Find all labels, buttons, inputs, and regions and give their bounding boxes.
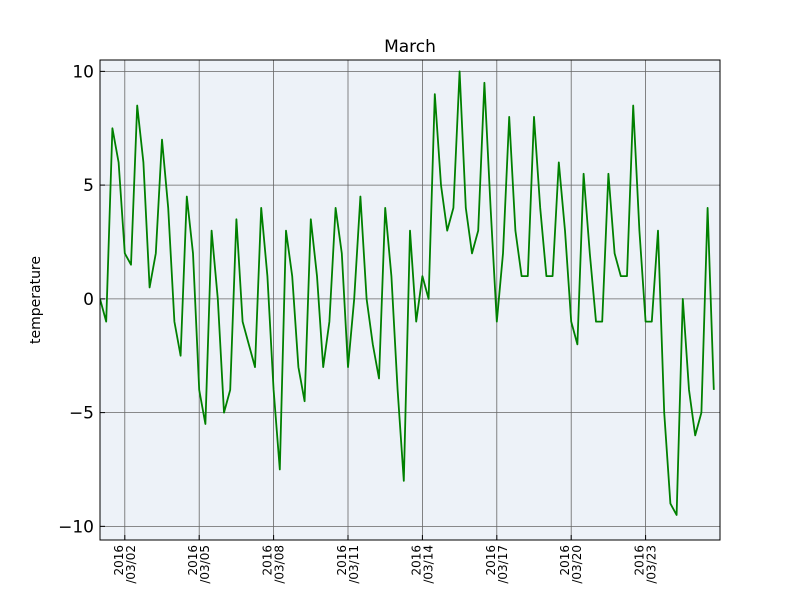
x-tick-label: 2016/03/23 <box>633 545 659 584</box>
y-tick-label: −5 <box>69 404 94 424</box>
x-tick-label: 2016/03/17 <box>484 545 510 584</box>
chart-title: March <box>384 37 436 57</box>
y-axis-label: temperature <box>28 256 44 344</box>
y-tick-label: 5 <box>83 176 94 196</box>
plot-background <box>100 60 720 540</box>
x-tick-label: 2016/03/20 <box>558 545 584 584</box>
series-line <box>100 70 715 516</box>
plot-frame <box>99 59 721 541</box>
x-tick-label: 2016/03/02 <box>112 545 138 584</box>
y-tick-label: −10 <box>58 517 94 537</box>
x-tick-label: 2016/03/14 <box>409 545 435 584</box>
x-tick-label: 2016/03/05 <box>186 545 212 584</box>
x-tick-label: 2016/03/11 <box>335 545 361 584</box>
x-tick-label: 2016/03/08 <box>261 545 287 584</box>
y-tick-label: 10 <box>72 62 94 82</box>
y-tick-label: 0 <box>83 290 94 310</box>
